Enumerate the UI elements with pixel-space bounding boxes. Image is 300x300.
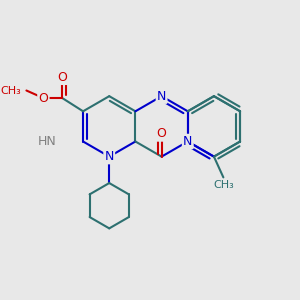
Text: O: O (57, 71, 67, 84)
Text: N: N (105, 150, 114, 163)
Text: O: O (157, 128, 166, 140)
Text: CH₃: CH₃ (213, 180, 234, 190)
Text: CH₃: CH₃ (0, 85, 21, 95)
Text: N: N (157, 90, 166, 103)
Text: HN: HN (38, 135, 57, 148)
Text: O: O (38, 92, 48, 105)
Text: N: N (183, 135, 192, 148)
